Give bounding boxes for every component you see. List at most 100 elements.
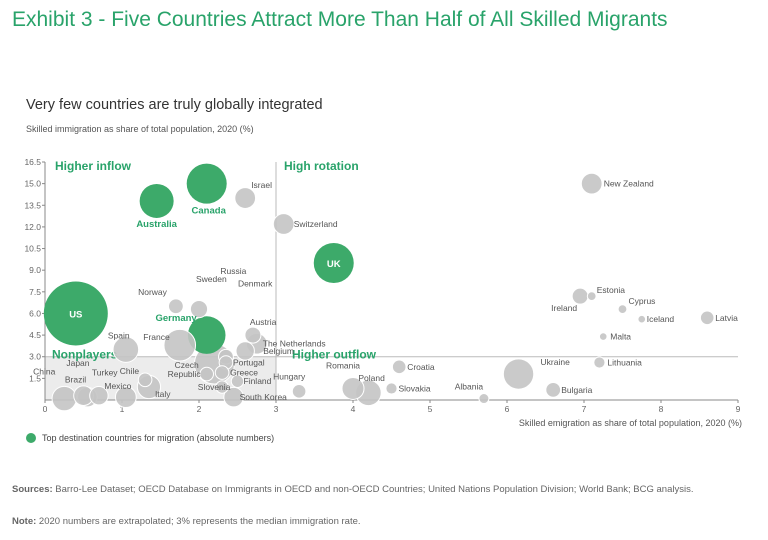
note-text: 2020 numbers are extrapolated; 3% repres… xyxy=(38,516,361,527)
point-label-the-netherlands: The Netherlands xyxy=(263,339,326,349)
point-us xyxy=(43,281,108,346)
point-label-slovakia: Slovakia xyxy=(399,383,431,393)
point-label-czech-republic-line2: Republic xyxy=(168,369,202,379)
y-tick-label: 13.5 xyxy=(24,200,41,210)
y-tick-label: 6.0 xyxy=(29,308,41,318)
point-china xyxy=(51,385,77,412)
x-tick-label: 1 xyxy=(120,404,125,414)
quadrant-label-higher-outflow: Higher outflow xyxy=(292,348,377,362)
x-tick-label: 4 xyxy=(351,404,356,414)
point-label-turkey: Turkey xyxy=(92,368,118,378)
point-label-spain: Spain xyxy=(108,331,130,341)
point-czech-republic xyxy=(199,366,214,382)
point-label-norway: Norway xyxy=(138,287,168,297)
scatter-chart: 1.5 3.0 4.5 6.0 7.5 9.0 10.5 12.0 13.5 15.0 16.5 0 1… xyxy=(24,157,742,428)
legend: Top destination countries for migration … xyxy=(26,433,274,443)
point-estonia xyxy=(586,291,597,302)
quadrant-label-high-rotation: High rotation xyxy=(284,159,359,173)
point-label-france: France xyxy=(143,332,170,342)
quadrant-label-nonplayers: Nonplayers xyxy=(52,348,118,362)
point-label-austria: Austria xyxy=(250,317,277,327)
point-label-new-zealand: New Zealand xyxy=(604,179,654,189)
y-tick-label: 9.0 xyxy=(29,265,41,275)
x-tick-label: 9 xyxy=(736,404,741,414)
point-label-uk: UK xyxy=(327,259,341,270)
point-iceland xyxy=(637,314,647,324)
point-label-canada: Canada xyxy=(192,206,227,217)
point-cyprus xyxy=(617,304,628,315)
point-ireland xyxy=(571,287,589,305)
point-slovenia xyxy=(215,380,229,394)
y-tick-label: 12.0 xyxy=(24,222,41,232)
point-label-cyprus: Cyprus xyxy=(629,296,656,306)
y-tick-label: 15.0 xyxy=(24,179,41,189)
point-ukraine xyxy=(502,358,535,390)
point-label-czech-republic: Czech xyxy=(175,360,199,370)
point-label-iceland: Iceland xyxy=(647,314,675,324)
point-mexico xyxy=(114,386,137,409)
point-finland xyxy=(230,374,245,388)
point-israel xyxy=(234,187,257,209)
point-label-greece: Greece xyxy=(230,368,258,378)
point-label-south-korea: South Korea xyxy=(240,392,288,402)
point-bulgaria xyxy=(545,382,562,398)
point-label-china: China xyxy=(33,367,55,377)
point-label-lithuania: Lithuania xyxy=(607,357,642,367)
point-label-croatia: Croatia xyxy=(407,362,435,372)
point-label-germany: Germany xyxy=(156,313,198,324)
sources-label: Sources: xyxy=(12,484,53,495)
point-label-poland: Poland xyxy=(358,373,385,383)
legend-label: Top destination countries for migration … xyxy=(42,433,275,443)
y-tick-label: 16.5 xyxy=(24,157,41,167)
point-label-bulgaria: Bulgaria xyxy=(561,385,592,395)
point-chile xyxy=(137,372,153,388)
note-footnote: Note: 2020 numbers are extrapolated; 3% … xyxy=(12,515,361,528)
point-label-denmark: Denmark xyxy=(238,279,273,289)
x-tick-label: 3 xyxy=(274,404,279,414)
point-turkey xyxy=(89,385,109,406)
point-label-finland: Finland xyxy=(244,376,272,386)
point-label-estonia: Estonia xyxy=(597,285,626,295)
point-greece xyxy=(214,365,230,380)
point-austria xyxy=(244,326,262,344)
point-lithuania xyxy=(593,356,606,369)
point-spain xyxy=(112,336,140,363)
exhibit-title: Exhibit 3 - Five Countries Attract More … xyxy=(12,8,668,31)
point-label-russia: Russia xyxy=(220,266,246,276)
point-label-australia: Australia xyxy=(136,219,177,230)
sources-footnote: Sources: Barro-Lee Dataset; OECD Databas… xyxy=(12,483,752,496)
point-albania xyxy=(478,393,490,405)
point-germany xyxy=(187,316,226,354)
point-france xyxy=(163,328,197,362)
point-label-slovenia: Slovenia xyxy=(198,382,231,392)
x-tick-label: 5 xyxy=(428,404,433,414)
point-latvia xyxy=(699,310,715,326)
point-south-korea xyxy=(223,386,244,408)
point-label-ireland: Ireland xyxy=(551,303,577,313)
point-label-malta: Malta xyxy=(610,332,631,342)
point-label-romania: Romania xyxy=(326,360,360,370)
x-tick-label: 8 xyxy=(659,404,664,414)
y-tick-label: 7.5 xyxy=(29,287,41,297)
point-label-sweden: Sweden xyxy=(196,274,227,284)
point-label-us: US xyxy=(69,309,82,320)
x-axis-label: Skilled emigration as share of total pop… xyxy=(519,418,742,428)
point-belgium xyxy=(235,341,255,361)
point-label-albania: Albania xyxy=(455,382,484,392)
point-label-switzerland: Switzerland xyxy=(294,219,338,229)
point-uk xyxy=(313,242,354,283)
point-norway xyxy=(168,298,184,315)
point-new-zealand xyxy=(580,172,603,195)
y-tick-label: 10.5 xyxy=(24,244,41,254)
point-croatia xyxy=(391,359,407,375)
point-label-mexico: Mexico xyxy=(104,381,131,391)
point-hungary xyxy=(291,384,307,399)
point-romania xyxy=(341,376,365,400)
point-australia xyxy=(139,183,174,218)
point-malta xyxy=(598,332,608,341)
point-label-japan: Japan xyxy=(66,358,89,368)
point-slovakia xyxy=(385,382,398,395)
point-label-belgium: Belgium xyxy=(263,346,294,356)
y-axis-label: Skilled immigration as share of total po… xyxy=(26,124,254,134)
note-label: Note: xyxy=(12,516,37,527)
